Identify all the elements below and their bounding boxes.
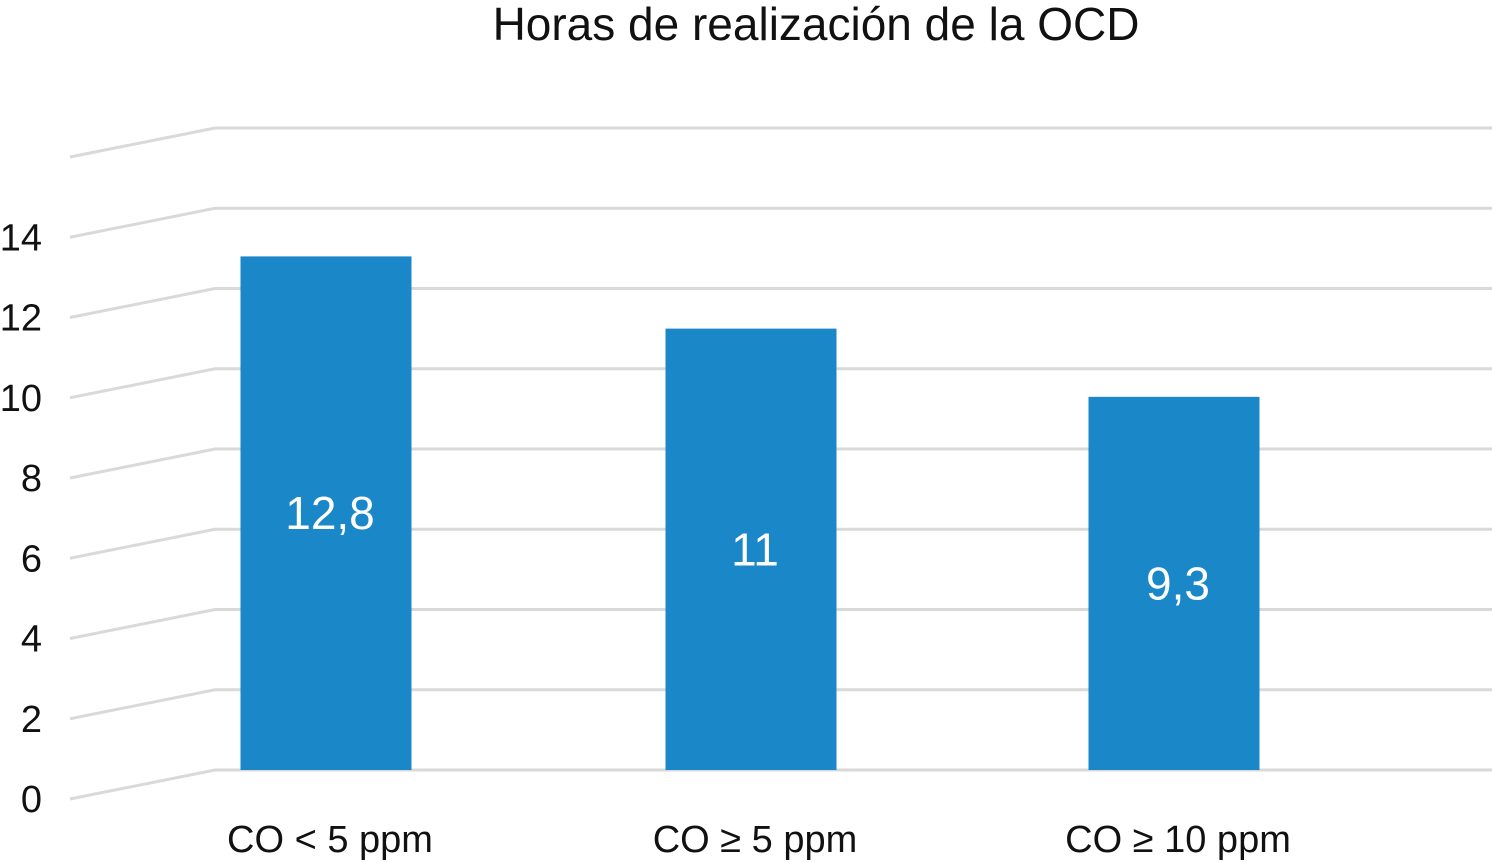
x-tick-label: CO ≥ 10 ppm xyxy=(1065,819,1291,861)
gridline xyxy=(69,447,1492,480)
bar-data-label: 9,3 xyxy=(1146,557,1210,609)
gridline xyxy=(69,768,1492,801)
bars xyxy=(240,256,1260,770)
gridline xyxy=(69,287,1492,319)
y-tick-label: 14 xyxy=(0,217,42,259)
chart-title: Horas de realización de la OCD xyxy=(493,0,1140,50)
y-tick-label: 12 xyxy=(0,298,42,340)
y-tick-label: 10 xyxy=(0,378,42,420)
bar xyxy=(1088,396,1260,770)
y-tick-label: 4 xyxy=(21,619,42,661)
x-tick-label: CO < 5 ppm xyxy=(227,819,433,861)
y-tick-label: 6 xyxy=(21,538,42,580)
bar xyxy=(665,328,837,770)
bar xyxy=(240,256,412,770)
y-tick-label: 0 xyxy=(21,779,42,821)
gridlines xyxy=(69,126,1492,801)
x-tick-label: CO ≥ 5 ppm xyxy=(653,819,858,861)
gridline xyxy=(69,527,1492,560)
gridline xyxy=(69,688,1492,721)
gridline xyxy=(69,206,1492,239)
y-tick-label: 8 xyxy=(21,458,42,500)
bar-data-label: 11 xyxy=(731,523,779,575)
gridline xyxy=(69,608,1492,640)
gridline xyxy=(69,367,1492,400)
x-axis-ticks: CO < 5 ppm CO ≥ 5 ppm CO ≥ 10 ppm xyxy=(227,819,1291,861)
y-tick-label: 2 xyxy=(21,699,42,741)
data-labels: 12,8 11 9,3 xyxy=(285,487,1210,609)
gridline xyxy=(69,126,1492,159)
bar-data-label: 12,8 xyxy=(285,487,375,539)
y-axis-ticks: 0 2 4 6 8 10 12 14 xyxy=(0,217,42,821)
